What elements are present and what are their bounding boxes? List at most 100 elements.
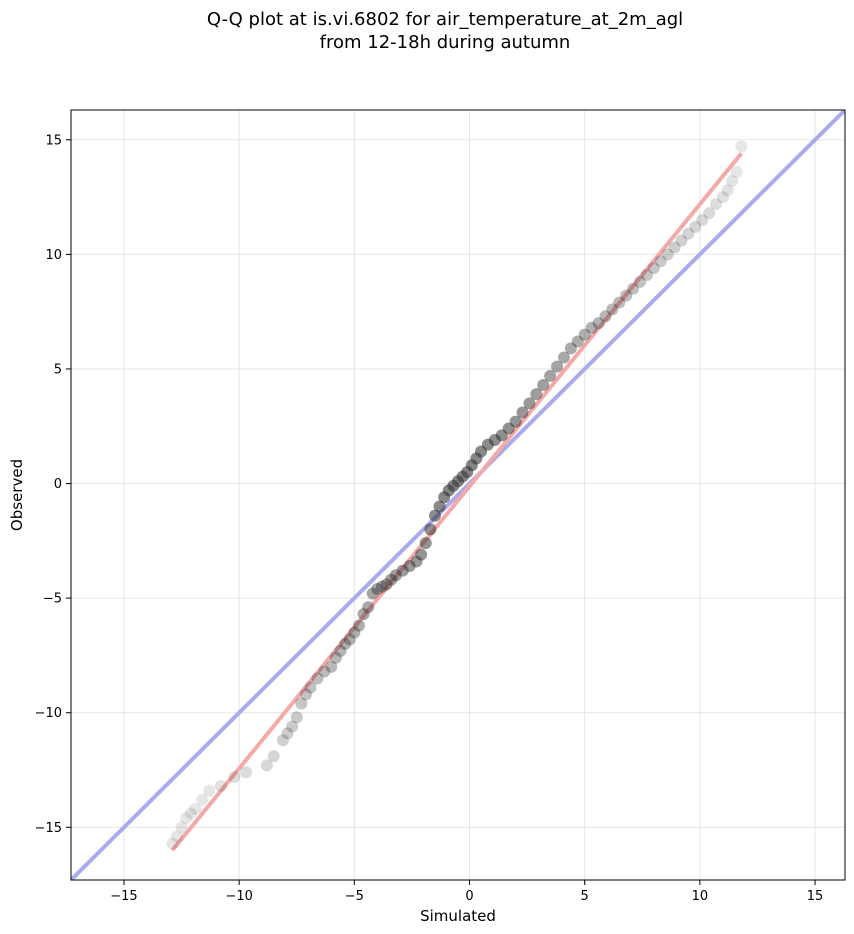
- qq-point: [689, 220, 702, 233]
- y-tick-label: 5: [54, 362, 62, 377]
- qq-point: [334, 644, 347, 657]
- qq-point: [240, 766, 253, 779]
- fit-line: [170, 152, 743, 852]
- x-tick-label: 0: [465, 889, 473, 904]
- qq-point: [415, 548, 428, 561]
- qq-point: [189, 802, 202, 815]
- qq-point: [551, 360, 564, 373]
- qq-point: [267, 750, 280, 763]
- qq-point: [170, 830, 183, 843]
- qq-point: [433, 500, 446, 513]
- qq-point: [564, 342, 577, 355]
- qq-point: [696, 214, 709, 226]
- y-axis-label: Observed: [8, 459, 26, 531]
- reference-lines: [71, 110, 845, 880]
- qq-point: [175, 821, 188, 834]
- qq-point: [633, 275, 646, 288]
- qq-point: [318, 665, 331, 678]
- x-tick-label: 10: [692, 889, 709, 904]
- qq-point: [661, 248, 674, 261]
- y-tick-label: 0: [54, 477, 62, 492]
- qq-point: [311, 672, 324, 685]
- qq-point: [180, 812, 193, 825]
- qq-point: [557, 351, 570, 364]
- qq-point: [647, 262, 660, 275]
- qq-point: [654, 255, 667, 268]
- qq-point: [389, 569, 402, 582]
- identity-line: [71, 110, 845, 880]
- qq-point: [620, 289, 633, 302]
- qq-point: [516, 406, 529, 419]
- qq-point: [366, 587, 379, 600]
- qq-point: [735, 140, 748, 153]
- qq-point: [627, 282, 640, 295]
- qq-point: [675, 234, 688, 247]
- qq-point: [375, 580, 388, 593]
- qq-point: [682, 227, 695, 240]
- qq-point: [290, 711, 303, 724]
- x-tick-label: −5: [345, 889, 364, 904]
- qq-point: [544, 369, 557, 382]
- qq-point: [166, 837, 179, 850]
- y-tick-label: −15: [35, 821, 62, 836]
- y-tick-label: 15: [45, 133, 62, 148]
- qq-point: [352, 619, 365, 632]
- qq-point: [640, 269, 653, 281]
- qq-point: [721, 184, 734, 197]
- qq-point: [509, 415, 522, 428]
- qq-point: [606, 303, 619, 316]
- qq-point: [196, 793, 209, 806]
- qq-point: [424, 523, 437, 536]
- qq-point: [343, 633, 356, 646]
- qq-point: [428, 509, 441, 522]
- x-tick-label: 5: [581, 889, 589, 904]
- qq-point: [357, 608, 370, 621]
- x-tick-label: 15: [807, 889, 824, 904]
- qq-point: [295, 697, 308, 710]
- qq-point: [592, 317, 605, 330]
- qq-point: [260, 759, 273, 772]
- qq-point: [203, 784, 216, 797]
- qq-point: [184, 807, 197, 820]
- y-tick-label: −5: [43, 592, 62, 607]
- x-axis-label: Simulated: [420, 907, 496, 925]
- chart-title: Q-Q plot at is.vi.6802 for air_temperatu…: [0, 8, 854, 54]
- qq-point: [396, 564, 409, 577]
- qq-point: [371, 582, 384, 595]
- qq-point: [710, 197, 722, 210]
- qq-point: [299, 688, 312, 701]
- qq-point: [523, 397, 536, 410]
- qq-point: [613, 296, 626, 309]
- qq-point: [348, 626, 361, 639]
- y-tick-label: −10: [35, 706, 62, 721]
- qq-point: [537, 379, 550, 391]
- x-axis: −15 −10 −5 0 5 10 15: [110, 880, 823, 904]
- qq-point: [228, 770, 241, 783]
- qq-point: [329, 651, 342, 664]
- qq-point: [419, 537, 432, 550]
- qq-point: [214, 780, 227, 793]
- qq-point: [726, 175, 739, 188]
- data-points: [166, 140, 748, 850]
- qq-point: [325, 660, 338, 673]
- qq-point: [362, 601, 375, 614]
- qq-point: [716, 191, 729, 204]
- chart-title-line2: from 12-18h during autumn: [319, 32, 571, 53]
- y-axis: −15 −10 −5 0 5 10 15: [35, 133, 71, 836]
- qq-point: [339, 637, 352, 650]
- chart-title-line1: Q-Q plot at is.vi.6802 for air_temperatu…: [206, 9, 684, 30]
- qq-point: [599, 310, 612, 323]
- qq-point: [578, 328, 591, 341]
- qq-point: [281, 727, 294, 740]
- qq-point: [276, 734, 289, 747]
- qq-point: [380, 578, 393, 591]
- qq-point: [571, 335, 584, 348]
- plot-frame: [70, 109, 846, 881]
- qq-point: [730, 165, 743, 178]
- qq-point: [530, 388, 543, 401]
- qq-point: [585, 321, 598, 334]
- qq-point: [385, 573, 398, 586]
- qq-point: [304, 681, 317, 694]
- qq-point: [703, 207, 716, 220]
